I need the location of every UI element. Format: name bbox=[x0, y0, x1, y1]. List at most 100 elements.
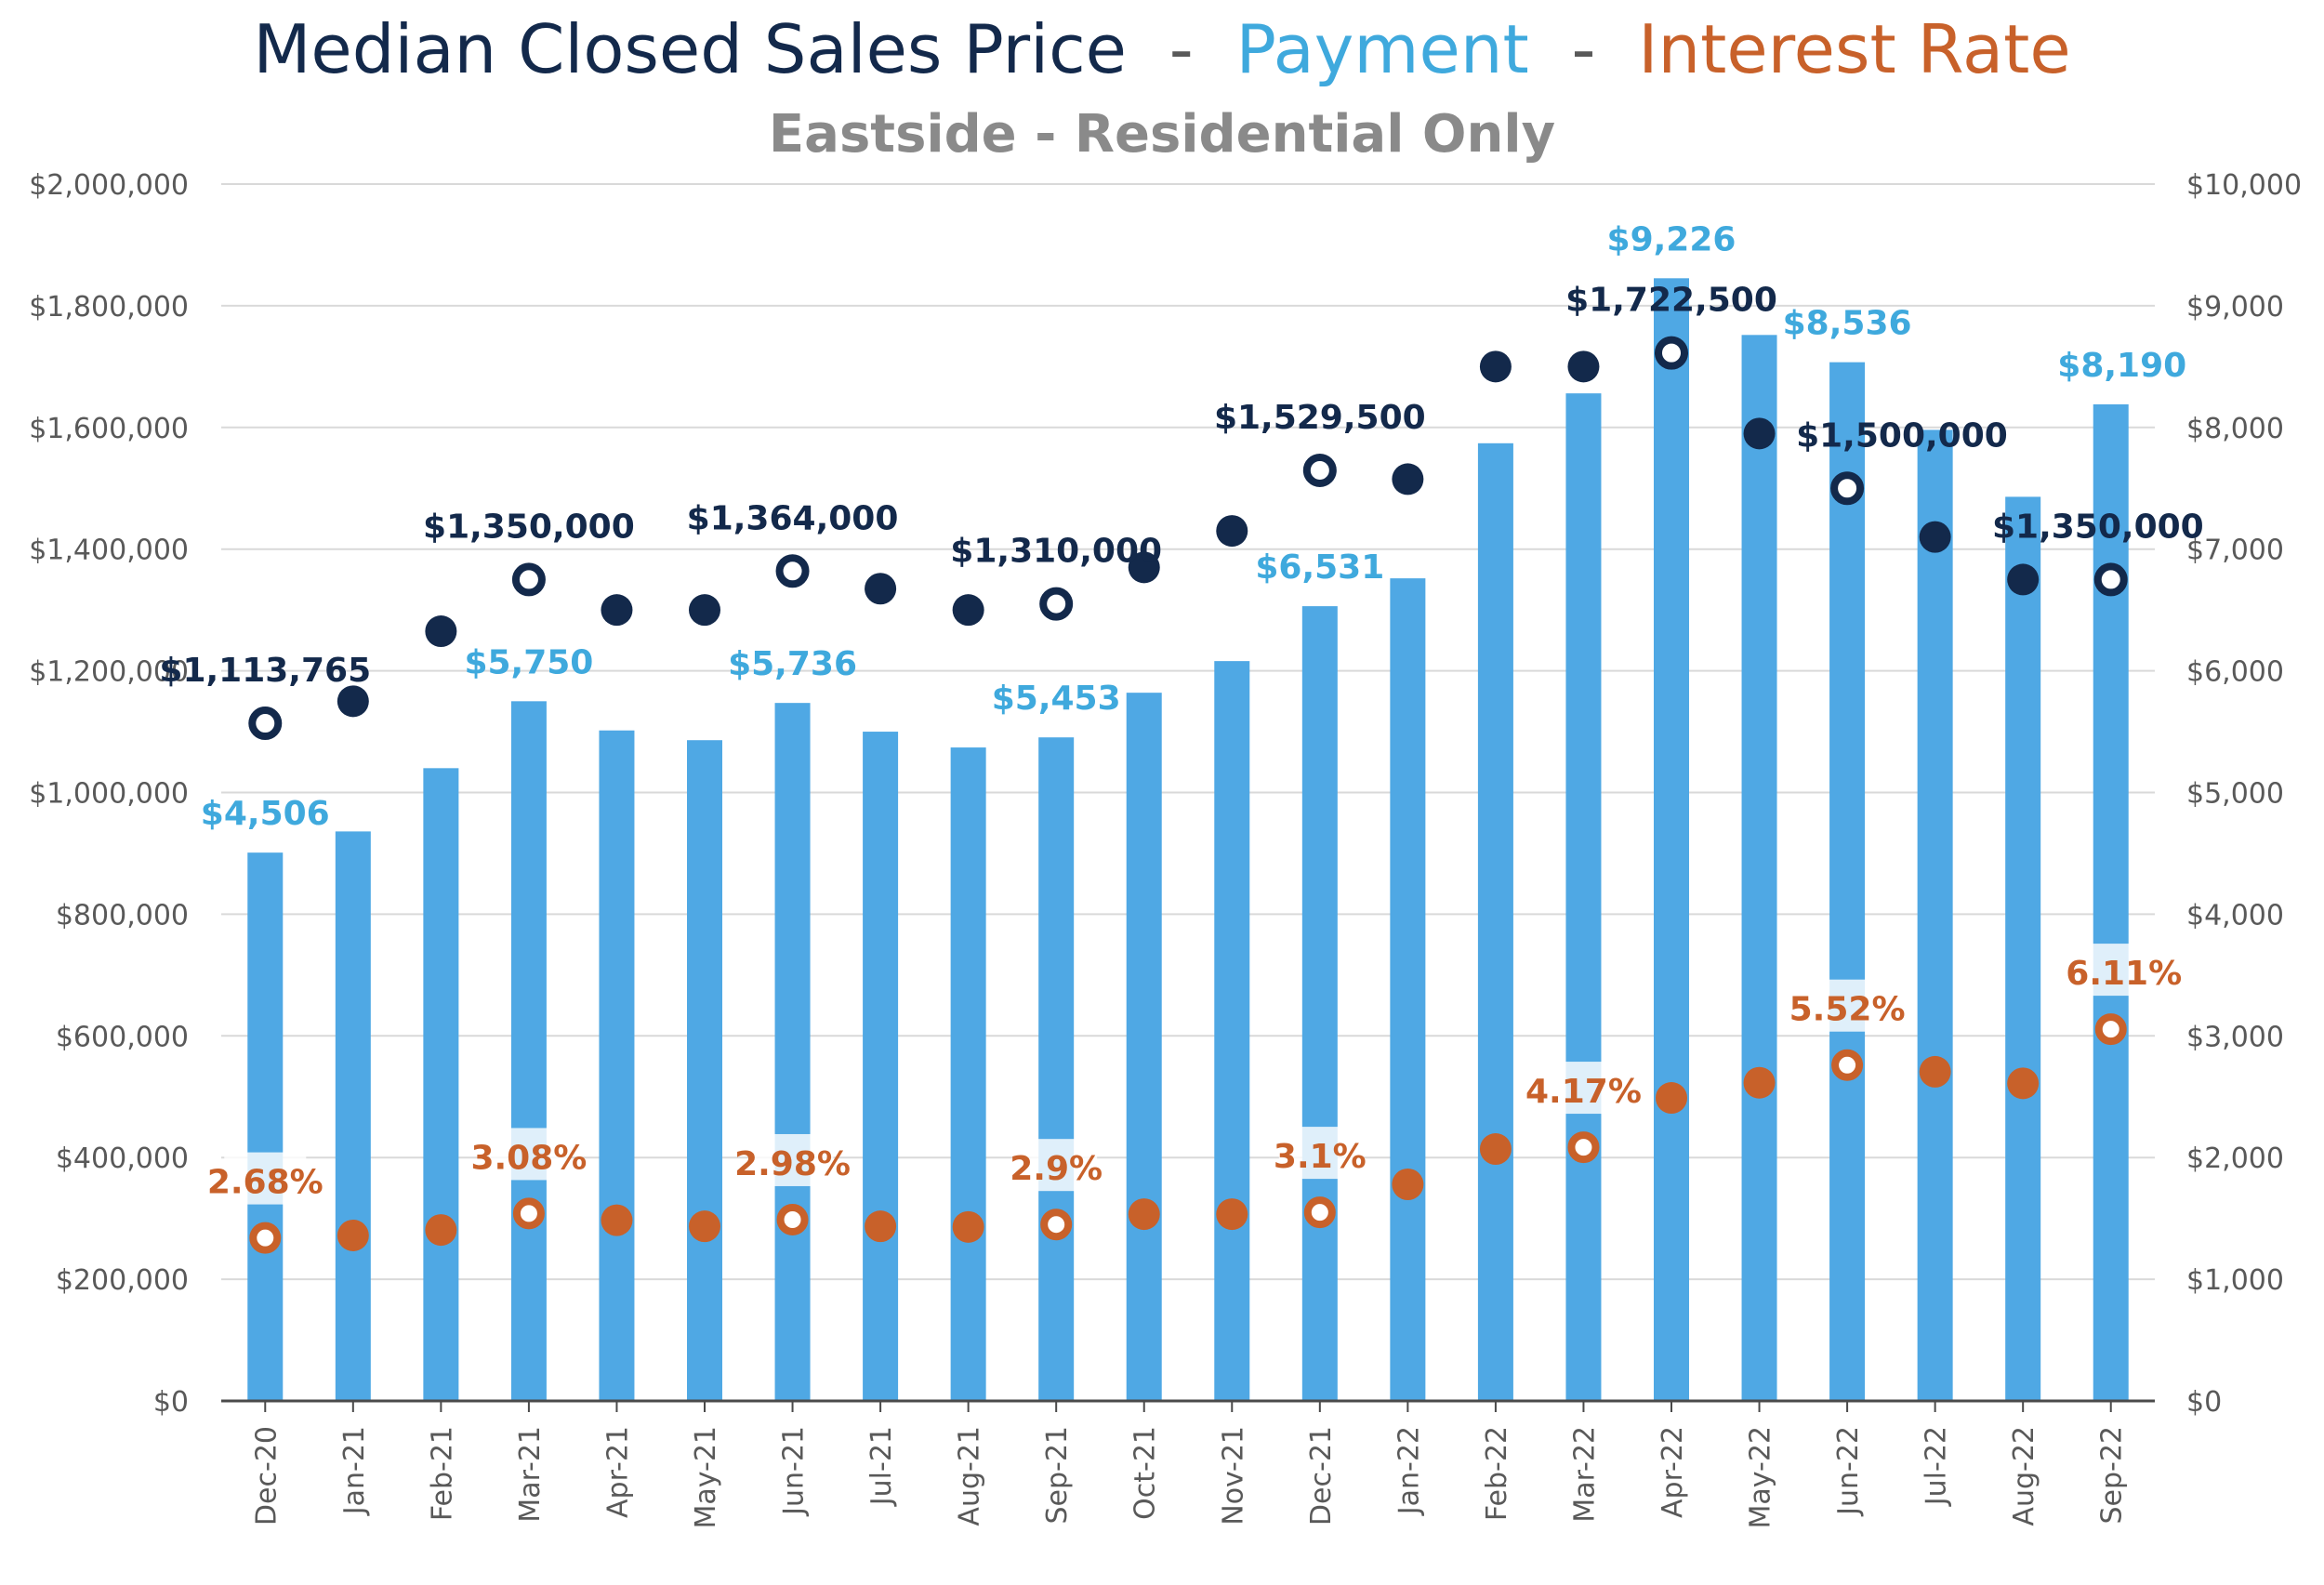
x-tick-label: Jun-21 bbox=[778, 1426, 811, 1517]
price-point bbox=[601, 594, 633, 627]
payment-label: $9,226 bbox=[1607, 220, 1736, 258]
right-tick-label: $5,000 bbox=[2186, 778, 2284, 811]
title-part: - bbox=[1127, 10, 1236, 88]
payment-bar bbox=[1829, 362, 1866, 1402]
x-axis: Dec-20 Jan-21 Feb-21 Mar-21 Apr-21 May-21 Jun-… bbox=[250, 1401, 2129, 1529]
price-point bbox=[1392, 463, 1424, 495]
payment-label: $4,506 bbox=[201, 795, 330, 833]
payment-bar bbox=[950, 747, 986, 1401]
left-tick-label: $1,600,000 bbox=[29, 413, 189, 445]
price-label: $1,310,000 bbox=[950, 533, 1162, 571]
rate-label-bg bbox=[1806, 979, 1889, 1032]
x-tick-label: Jan-21 bbox=[338, 1426, 371, 1516]
payment-bar bbox=[863, 732, 899, 1401]
rate-point bbox=[1919, 1055, 1951, 1088]
rate-point bbox=[1656, 1082, 1687, 1115]
payment-label: $5,750 bbox=[464, 643, 593, 681]
x-tick-label: Aug-21 bbox=[954, 1426, 986, 1526]
rate-point bbox=[689, 1210, 720, 1243]
left-axis: $0 $200,000 $400,000 $600,000 $800,000 $1,000… bbox=[29, 169, 189, 1419]
x-tick-label: Dec-20 bbox=[250, 1426, 283, 1526]
price-point bbox=[689, 594, 720, 627]
data-labels: $1,113,765 $1,350,000 $1,364,000 $1,310,000… bbox=[159, 220, 2203, 1201]
payment-bar bbox=[1214, 661, 1250, 1401]
right-tick-label: $3,000 bbox=[2186, 1021, 2284, 1053]
title-part: - bbox=[1529, 10, 1639, 88]
rate-label: 2.98% bbox=[734, 1145, 851, 1183]
price-point bbox=[425, 615, 457, 648]
payment-bar bbox=[1038, 737, 1075, 1401]
chart-title: Median Closed Sales Price - Payment - In… bbox=[253, 10, 2070, 88]
payment-bar bbox=[1917, 429, 1953, 1402]
rate-point bbox=[1303, 1196, 1336, 1229]
rate-label: 3.08% bbox=[470, 1139, 587, 1177]
rate-label-bg bbox=[751, 1133, 834, 1186]
rate-point bbox=[601, 1204, 633, 1236]
price-label: $1,350,000 bbox=[1992, 508, 2204, 546]
rate-label-bg bbox=[224, 1152, 307, 1205]
payment-bar bbox=[247, 852, 284, 1401]
chart-subtitle: Eastside - Residential Only bbox=[769, 104, 1555, 165]
price-point bbox=[1830, 471, 1865, 506]
payment-bar bbox=[1477, 442, 1513, 1401]
price-label: $1,113,765 bbox=[159, 652, 371, 690]
payment-bars bbox=[247, 278, 2129, 1402]
price-point bbox=[2093, 562, 2128, 597]
payment-bar bbox=[1390, 578, 1426, 1401]
rate-point bbox=[1567, 1131, 1600, 1164]
price-point bbox=[248, 707, 283, 741]
rate-label: 3.1% bbox=[1274, 1138, 1367, 1176]
payment-bar bbox=[774, 703, 811, 1401]
rate-point bbox=[1743, 1066, 1776, 1099]
price-point bbox=[2007, 563, 2040, 596]
title-part: Median Closed Sales Price bbox=[253, 10, 1127, 88]
x-tick-label: May-22 bbox=[1745, 1426, 1777, 1529]
price-label: $1,529,500 bbox=[1214, 399, 1426, 437]
x-tick-label: Dec-21 bbox=[1305, 1426, 1338, 1526]
payment-label: $5,736 bbox=[728, 645, 857, 683]
price-point bbox=[1302, 453, 1337, 487]
left-tick-label: $2,000,000 bbox=[29, 169, 189, 202]
price-point bbox=[775, 554, 810, 588]
rate-point bbox=[865, 1210, 897, 1243]
price-points bbox=[248, 336, 2128, 741]
price-point bbox=[1216, 515, 1248, 548]
rate-label: 2.68% bbox=[207, 1164, 324, 1202]
x-tick-label: Aug-22 bbox=[2008, 1426, 2040, 1526]
x-tick-label: Feb-21 bbox=[426, 1426, 458, 1521]
left-tick-label: $1,400,000 bbox=[29, 535, 189, 567]
left-tick-label: $0 bbox=[153, 1386, 189, 1419]
right-tick-label: $2,000 bbox=[2186, 1143, 2284, 1175]
payment-bar bbox=[335, 831, 371, 1401]
price-point bbox=[952, 594, 984, 627]
price-point bbox=[1128, 551, 1160, 584]
payment-bar bbox=[687, 740, 722, 1401]
label-backgrounds bbox=[224, 944, 2152, 1205]
payment-label: $6,531 bbox=[1255, 548, 1384, 587]
right-tick-label: $9,000 bbox=[2186, 291, 2284, 324]
price-point bbox=[511, 562, 546, 597]
rate-point bbox=[1216, 1198, 1248, 1231]
rate-point bbox=[1392, 1168, 1424, 1200]
right-axis: $0 $1,000 $2,000 $3,000 $4,000 $5,000 $6,000 $7… bbox=[2186, 169, 2302, 1419]
rate-label-bg bbox=[487, 1128, 570, 1181]
x-tick-label: Jul-21 bbox=[865, 1426, 898, 1507]
rate-point bbox=[1831, 1049, 1864, 1081]
x-tick-label: Jan-22 bbox=[1393, 1426, 1425, 1516]
payment-label: $5,453 bbox=[992, 680, 1121, 718]
right-tick-label: $0 bbox=[2186, 1386, 2222, 1419]
payment-bar bbox=[1126, 693, 1162, 1401]
price-label: $1,500,000 bbox=[1796, 416, 2008, 455]
left-tick-label: $1,800,000 bbox=[29, 291, 189, 324]
rate-point bbox=[776, 1203, 809, 1235]
payment-label: $8,190 bbox=[2057, 347, 2186, 385]
payment-bar bbox=[1654, 278, 1689, 1401]
right-tick-label: $10,000 bbox=[2186, 169, 2302, 202]
price-label: $1,350,000 bbox=[423, 508, 635, 546]
payment-bar bbox=[1301, 606, 1338, 1401]
payment-bar bbox=[599, 730, 635, 1401]
payment-bar bbox=[1565, 393, 1602, 1402]
left-tick-label: $1,200,000 bbox=[29, 656, 189, 689]
right-tick-label: $1,000 bbox=[2186, 1264, 2284, 1297]
